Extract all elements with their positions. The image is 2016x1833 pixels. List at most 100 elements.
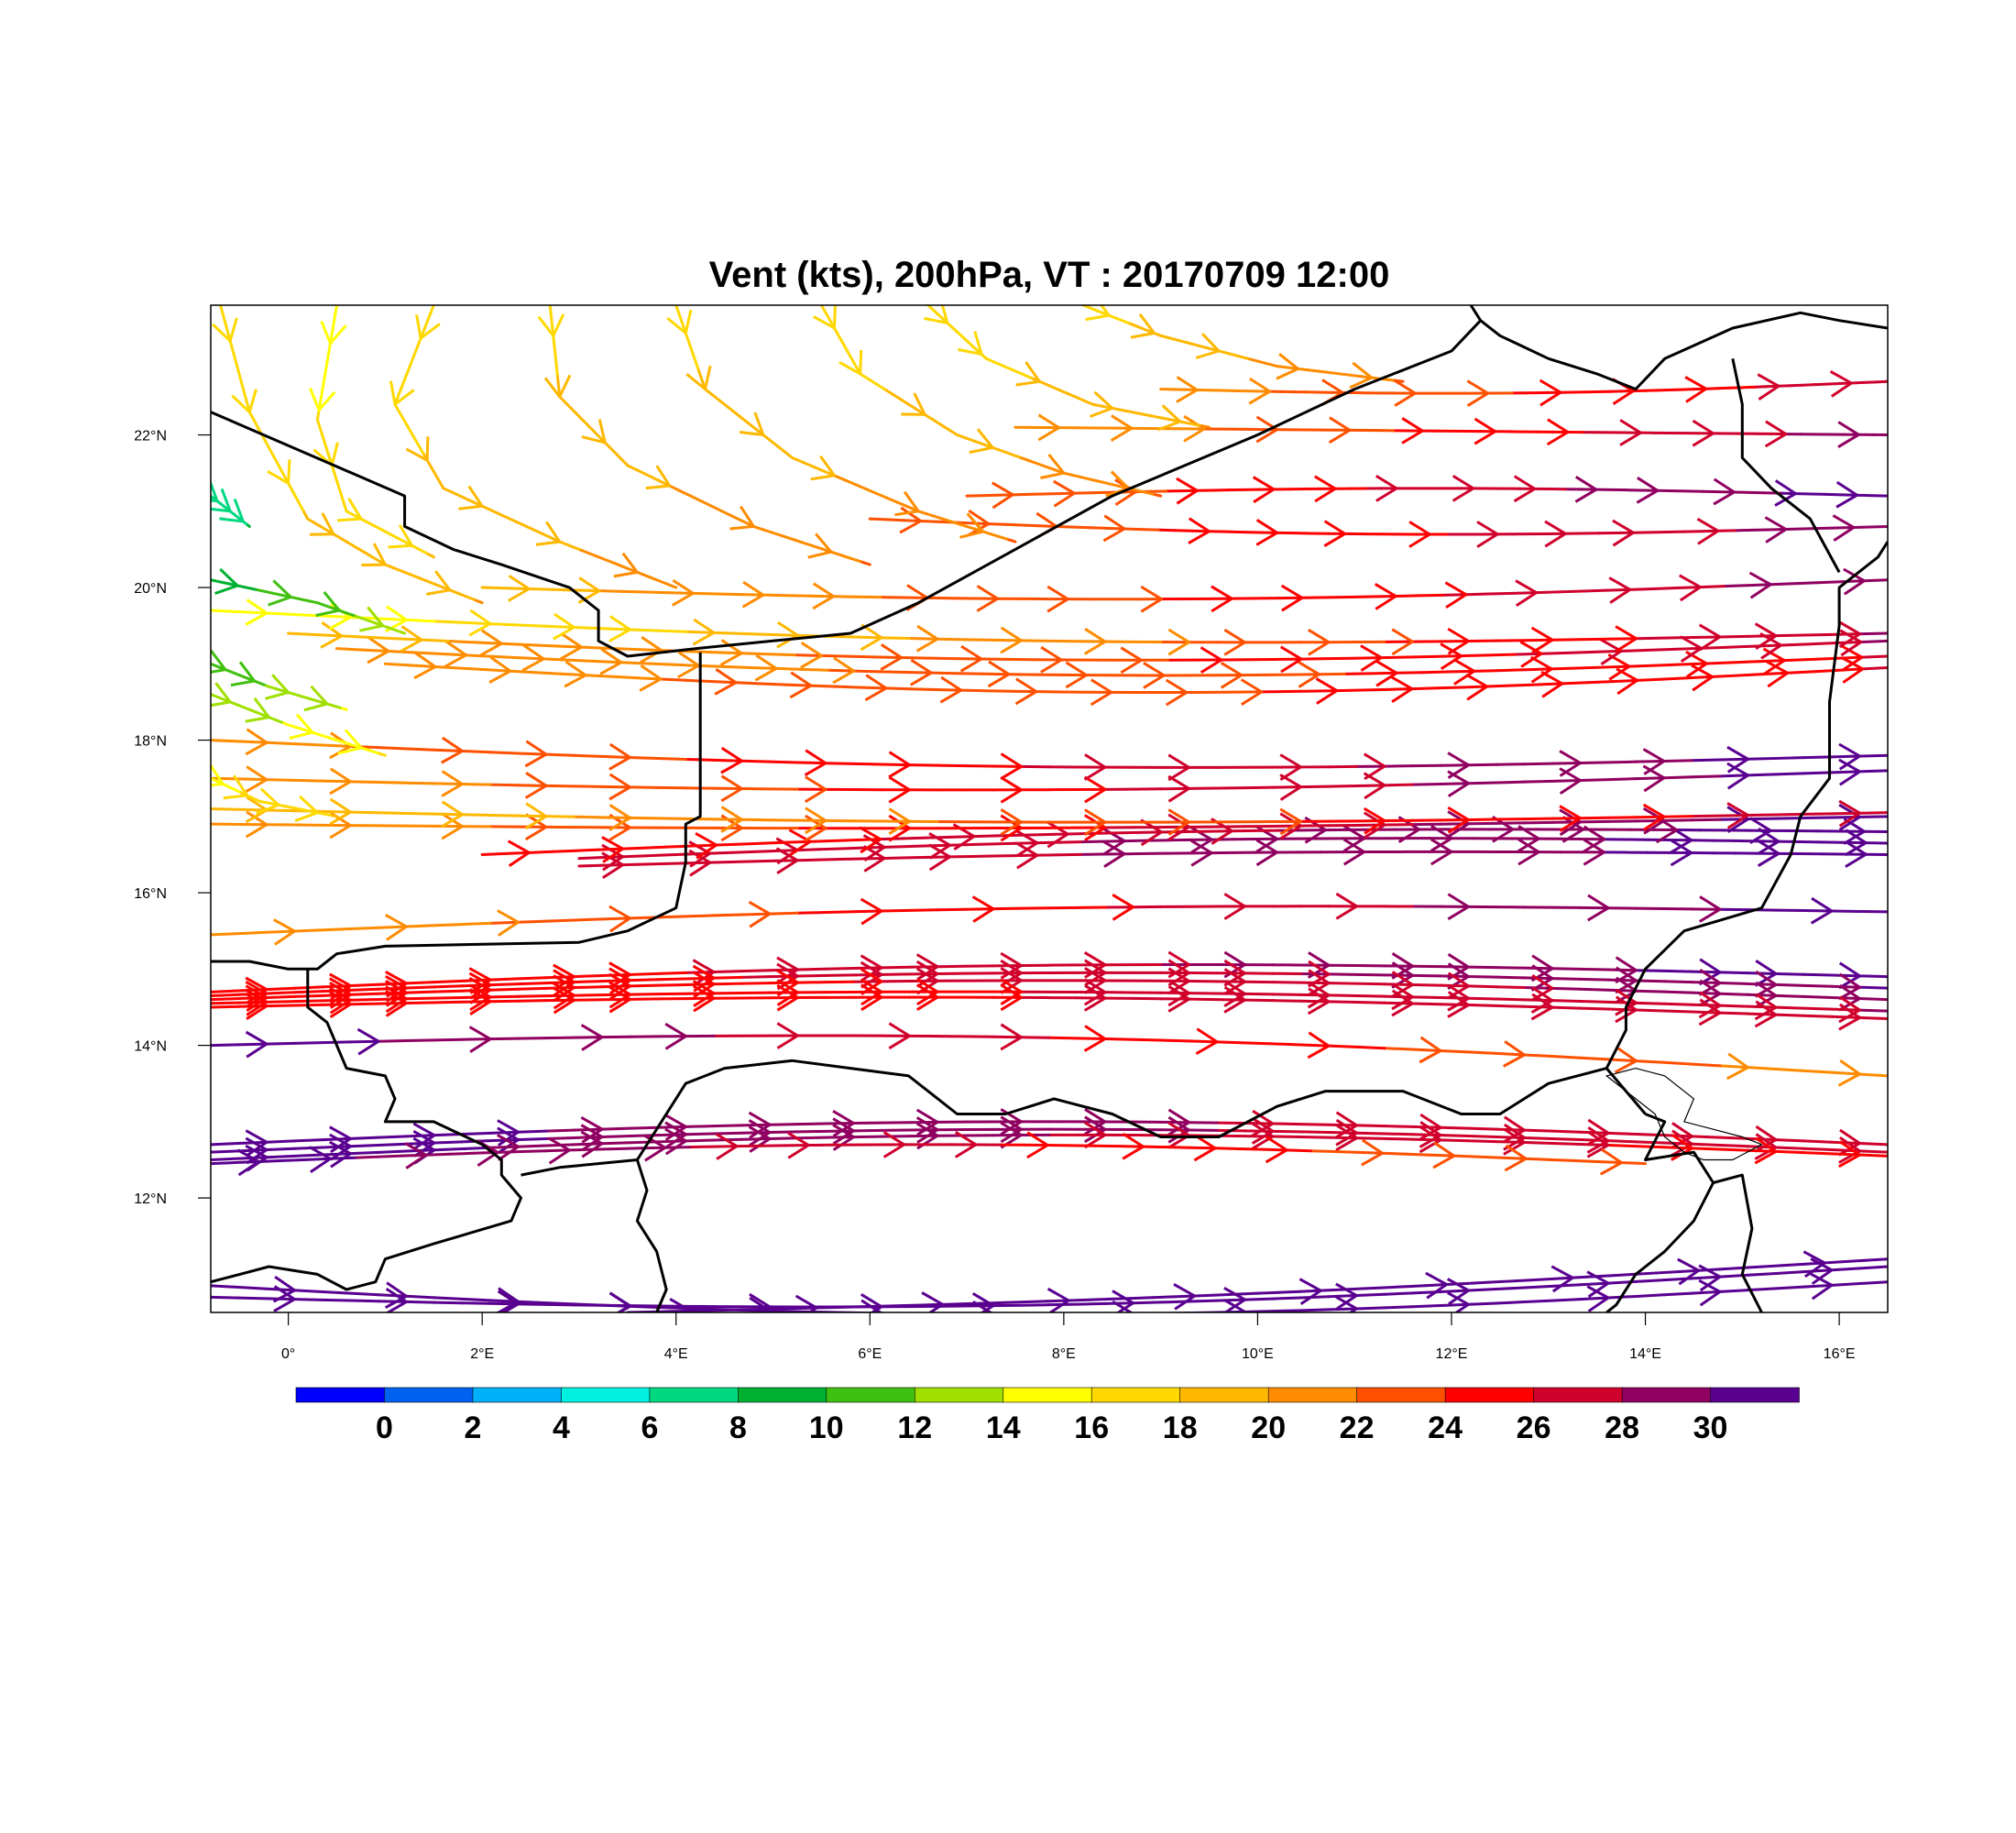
streamline-segment: [335, 647, 365, 652]
streamline-segment: [301, 508, 310, 521]
streamline-segment: [218, 580, 230, 586]
streamline-segment: [1299, 1130, 1331, 1135]
streamline-segment: [1579, 1000, 1610, 1004]
streamline-arrow: [1391, 982, 1414, 1011]
streamline-segment: [1718, 1011, 1749, 1015]
streamline-segment: [1037, 379, 1050, 387]
streamline-arrow: [329, 731, 352, 760]
streamline-segment: [984, 689, 1013, 693]
streamline-segment: [405, 1001, 436, 1004]
streamline-segment: [1299, 1136, 1331, 1139]
streamline-segment: [1271, 1309, 1302, 1312]
streamline-arrow: [1447, 1291, 1470, 1312]
streamline-arrow: [959, 644, 983, 673]
streamline-segment: [984, 357, 997, 364]
streamline-segment: [1328, 371, 1342, 376]
streamline-segment: [1299, 1295, 1331, 1300]
streamline-arrow: [1559, 808, 1582, 837]
streamline-segment: [1276, 1290, 1301, 1294]
streamline-segment: [405, 996, 436, 1001]
streamline-arrow: [1195, 1027, 1219, 1056]
streamline-arrow: [1615, 966, 1638, 994]
streamline-segment: [1082, 399, 1095, 406]
streamline-segment: [1691, 1142, 1722, 1147]
lon-tick-label: 12°E: [1436, 1346, 1468, 1362]
streamline-segment: [1523, 1053, 1554, 1059]
streamline-segment: [1691, 1147, 1722, 1151]
streamline-arrow: [1065, 661, 1088, 689]
streamline-arrow: [860, 897, 883, 926]
streamline-segment: [1774, 1270, 1805, 1275]
streamline-segment: [553, 644, 584, 649]
streamline-segment: [1548, 1158, 1575, 1162]
streamline-segment: [801, 460, 816, 468]
streamline-segment: [1355, 982, 1386, 986]
streamline-arrow: [1000, 626, 1023, 654]
streamline-arrow: [720, 774, 743, 803]
streamline-arrow: [776, 620, 799, 649]
streamline-segment: [1235, 1291, 1259, 1296]
streamline-arrow: [1838, 1136, 1861, 1164]
streamline-segment: [774, 666, 804, 671]
streamline-segment: [796, 911, 827, 915]
streamline-segment: [852, 972, 883, 977]
streamline-segment: [1495, 985, 1526, 990]
streamline-segment: [929, 671, 959, 675]
streamline-arrow: [1363, 772, 1386, 800]
streamline-segment: [321, 1152, 352, 1157]
streamline-segment: [1495, 1301, 1526, 1305]
streamline-segment: [1327, 1136, 1358, 1140]
streamline-arrow: [1530, 964, 1554, 992]
streamline-segment: [1151, 492, 1163, 498]
streamline-arrow: [776, 1022, 799, 1049]
streamline-segment: [874, 382, 886, 391]
streamline-segment: [480, 851, 508, 856]
streamline-arrow: [384, 1281, 408, 1310]
streamline-segment: [908, 908, 939, 912]
streamline-arrow: [329, 1140, 352, 1169]
streamline-arrow: [488, 656, 512, 684]
streamline-segment: [1874, 379, 1888, 384]
streamline-segment: [885, 496, 899, 504]
streamline-segment: [1317, 369, 1331, 375]
streamline-segment: [1858, 815, 1888, 818]
streamline-segment: [488, 994, 520, 999]
streamline-arrow: [1349, 361, 1374, 390]
streamline-arrow: [1425, 1271, 1449, 1300]
streamline-arrow: [749, 1296, 772, 1312]
streamline-segment: [1198, 344, 1211, 350]
streamline-arrow: [1670, 826, 1693, 854]
streamline-segment: [211, 993, 240, 997]
streamline-segment: [240, 383, 247, 396]
streamline-arrow: [1391, 989, 1414, 1017]
streamline-segment: [377, 1154, 404, 1158]
streamline-segment: [1862, 578, 1888, 583]
streamline-segment: [1830, 1152, 1861, 1157]
streamline-segment: [1198, 423, 1211, 429]
streamline-segment: [1662, 775, 1693, 780]
streamline-segment: [580, 645, 610, 650]
streamline-segment: [1065, 391, 1077, 399]
streamline-segment: [237, 930, 268, 936]
streamline-arrow: [1838, 803, 1861, 831]
lat-tick-label: 12°N: [134, 1191, 167, 1207]
streamline-segment: [1439, 1125, 1470, 1130]
streamline-segment: [730, 1308, 755, 1312]
streamline-segment: [962, 1301, 986, 1306]
streamline-segment: [656, 915, 687, 919]
streamline-segment: [1523, 1284, 1554, 1290]
streamline-segment: [294, 726, 306, 731]
streamline-segment: [1802, 983, 1834, 988]
streamline-segment: [1662, 1009, 1693, 1014]
streamline-segment: [1467, 996, 1498, 1001]
streamline-segment: [1355, 1136, 1386, 1140]
streamline-segment: [795, 848, 821, 852]
streamline-segment: [712, 1131, 743, 1136]
streamline-segment: [819, 305, 827, 313]
streamline-segment: [1452, 1154, 1480, 1158]
streamline-segment: [1860, 654, 1888, 659]
streamline-segment: [1246, 357, 1259, 363]
colorbar-label: 0: [376, 1410, 393, 1445]
streamline-segment: [878, 1304, 903, 1308]
streamline-segment: [1379, 655, 1409, 660]
